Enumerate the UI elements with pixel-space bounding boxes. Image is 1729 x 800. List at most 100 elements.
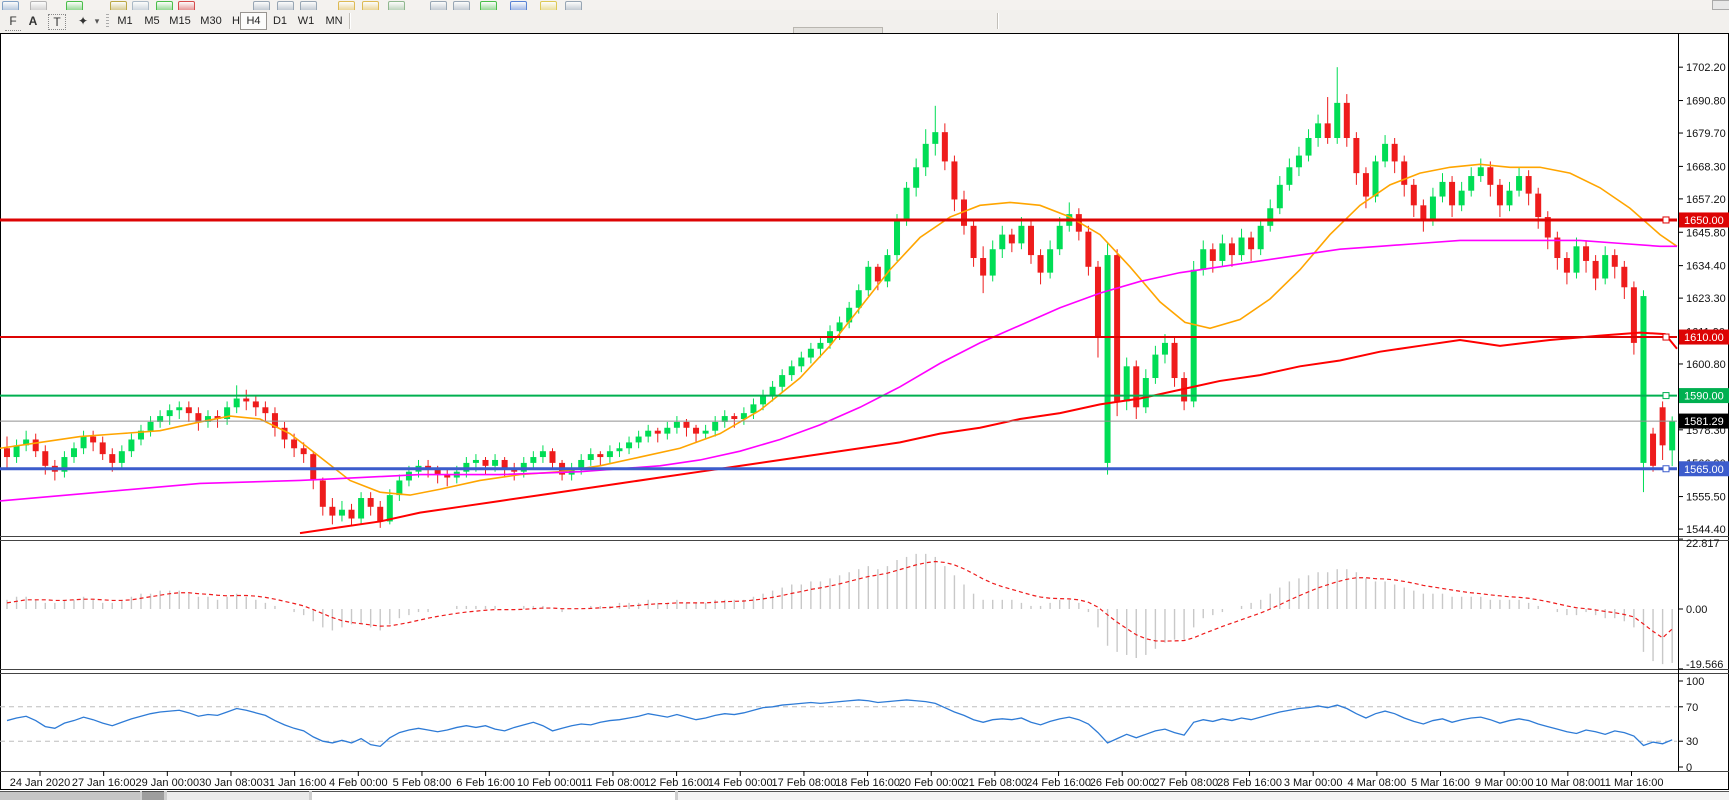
- timeframe-d1-button[interactable]: D1: [272, 15, 288, 27]
- axis-label-1610.00: 1610.00: [1679, 329, 1729, 345]
- bottom-tab-strip: [0, 791, 1729, 800]
- cylinder-icon[interactable]: [132, 1, 149, 10]
- timeframe-w1-button[interactable]: W1: [297, 15, 315, 27]
- axis-label-1565.00: 1565.00: [1679, 461, 1729, 477]
- time-axis[interactable]: 24 Jan 2020 27 Jan 16:00 29 Jan 00:00 30 Ja…: [10, 771, 1664, 789]
- svg-text:10 Mar 08:00: 10 Mar 08:00: [1535, 777, 1600, 789]
- macd-axis[interactable]: 22.817 0.00 -19.566: [1678, 538, 1723, 671]
- svg-text:17 Feb 08:00: 17 Feb 08:00: [771, 777, 836, 789]
- hline-1650.00[interactable]: [0, 216, 1677, 224]
- new-chart-icon[interactable]: [2, 1, 19, 10]
- globe-icon[interactable]: [510, 1, 527, 10]
- svg-text:100: 100: [1686, 676, 1704, 688]
- svg-text:9 Mar 00:00: 9 Mar 00:00: [1475, 777, 1534, 789]
- current-price-label: 1581.29: [1679, 413, 1729, 429]
- layout2-icon[interactable]: [453, 1, 470, 10]
- add-order-icon[interactable]: [480, 1, 497, 10]
- svg-text:1668.30: 1668.30: [1686, 161, 1726, 173]
- tile-windows-icon[interactable]: [253, 1, 270, 10]
- timeframe-m30-button[interactable]: M30: [200, 15, 222, 27]
- timeframe-m5-button[interactable]: M5: [144, 15, 160, 27]
- svg-text:3 Mar 00:00: 3 Mar 00:00: [1284, 777, 1343, 789]
- svg-text:4 Feb 00:00: 4 Feb 00:00: [329, 777, 388, 789]
- fibonacci-tool-icon[interactable]: F: [5, 12, 21, 31]
- arrows-tool-icon[interactable]: ✦: [77, 14, 89, 28]
- refresh-icon[interactable]: [156, 1, 173, 10]
- axis-label-1650.00: 1650.00: [1679, 212, 1729, 228]
- svg-text:1581.29: 1581.29: [1684, 416, 1724, 428]
- svg-text:5 Feb 08:00: 5 Feb 08:00: [393, 777, 452, 789]
- toolbar-grip[interactable]: [106, 14, 109, 28]
- svg-text:1555.50: 1555.50: [1686, 492, 1726, 504]
- tile-horizontal-icon[interactable]: [277, 1, 294, 10]
- arrows-dropdown-icon[interactable]: ▾: [94, 15, 100, 26]
- timeframe-mn-button[interactable]: MN: [325, 15, 343, 27]
- bottom-tab-segment[interactable]: [0, 791, 140, 800]
- layout-icon[interactable]: [430, 1, 447, 10]
- bottom-tab-segment[interactable]: [678, 791, 1729, 800]
- magnifier-icon[interactable]: [30, 1, 47, 10]
- svg-text:20 Feb 00:00: 20 Feb 00:00: [899, 777, 964, 789]
- svg-text:1645.80: 1645.80: [1686, 227, 1726, 239]
- svg-text:1590.00: 1590.00: [1684, 391, 1724, 403]
- stop-icon[interactable]: [178, 1, 195, 10]
- ma-magenta-line[interactable]: [0, 239, 1677, 502]
- diamond-icon[interactable]: [110, 1, 127, 10]
- svg-text:26 Feb 00:00: 26 Feb 00:00: [1090, 777, 1155, 789]
- svg-text:30: 30: [1686, 736, 1698, 748]
- svg-text:1650.00: 1650.00: [1684, 215, 1724, 227]
- hline-1590.00[interactable]: [0, 392, 1677, 400]
- svg-text:0: 0: [1686, 762, 1692, 774]
- svg-text:11 Mar 16:00: 11 Mar 16:00: [1599, 777, 1663, 789]
- help-icon[interactable]: [540, 1, 557, 10]
- svg-text:31 Jan 16:00: 31 Jan 16:00: [263, 777, 327, 789]
- svg-text:14 Feb 00:00: 14 Feb 00:00: [708, 777, 773, 789]
- tile-vertical-icon[interactable]: [300, 1, 317, 10]
- ma-red-line[interactable]: [299, 331, 1678, 535]
- svg-text:18 Feb 16:00: 18 Feb 16:00: [835, 777, 900, 789]
- svg-text:10 Feb 00:00: 10 Feb 00:00: [517, 777, 582, 789]
- svg-text:-19.566: -19.566: [1686, 659, 1723, 671]
- svg-text:1679.70: 1679.70: [1686, 128, 1726, 140]
- macd-signal-line[interactable]: [6, 560, 1673, 642]
- ma-orange-line[interactable]: [0, 163, 1678, 496]
- svg-text:29 Jan 00:00: 29 Jan 00:00: [136, 777, 200, 789]
- svg-text:1544.40: 1544.40: [1686, 524, 1726, 536]
- timeframe-h4-button[interactable]: H4: [240, 12, 267, 30]
- svg-text:30 Jan 08:00: 30 Jan 08:00: [199, 777, 263, 789]
- add-indicator-icon[interactable]: [66, 1, 83, 10]
- svg-text:27 Feb 08:00: 27 Feb 08:00: [1153, 777, 1218, 789]
- svg-text:24 Jan 2020: 24 Jan 2020: [10, 777, 71, 789]
- bottom-tab-segment[interactable]: [167, 791, 309, 800]
- svg-text:28 Feb 16:00: 28 Feb 16:00: [1217, 777, 1282, 789]
- rsi-axis[interactable]: 100 70 30 0: [1678, 676, 1704, 774]
- svg-text:27 Jan 16:00: 27 Jan 16:00: [72, 777, 136, 789]
- svg-text:70: 70: [1686, 702, 1698, 714]
- timeframe-m1-button[interactable]: M1: [117, 15, 133, 27]
- svg-text:6 Feb 16:00: 6 Feb 16:00: [456, 777, 515, 789]
- bottom-tab-segment[interactable]: [142, 791, 164, 800]
- price-axis[interactable]: 1702.20 1690.80 1679.70 1668.30 1657.20 1645.…: [1678, 62, 1729, 536]
- svg-text:21 Feb 08:00: 21 Feb 08:00: [962, 777, 1027, 789]
- svg-text:1610.00: 1610.00: [1684, 332, 1724, 344]
- text-tool-icon[interactable]: A: [28, 14, 38, 28]
- rsi-line[interactable]: [6, 699, 1673, 748]
- svg-text:1565.00: 1565.00: [1684, 464, 1724, 476]
- macd-histogram: [6, 553, 1673, 665]
- toolbar-separator: [997, 13, 999, 29]
- pencil2-icon[interactable]: [362, 1, 379, 10]
- hline-1610.00[interactable]: [0, 333, 1677, 341]
- pencil-icon[interactable]: [338, 1, 355, 10]
- timeframe-m15-button[interactable]: M15: [169, 15, 191, 27]
- chart-window-frame: [0, 33, 1729, 790]
- text-label-tool-icon[interactable]: T: [48, 14, 66, 30]
- svg-text:0.00: 0.00: [1686, 604, 1707, 616]
- image-icon[interactable]: [388, 1, 405, 10]
- svg-text:1623.30: 1623.30: [1686, 293, 1726, 305]
- bottom-tab-segment[interactable]: [312, 791, 675, 800]
- hline-1565.00[interactable]: [0, 465, 1677, 473]
- window-controls-fragment[interactable]: [1712, 0, 1729, 10]
- box-icon[interactable]: [565, 1, 582, 10]
